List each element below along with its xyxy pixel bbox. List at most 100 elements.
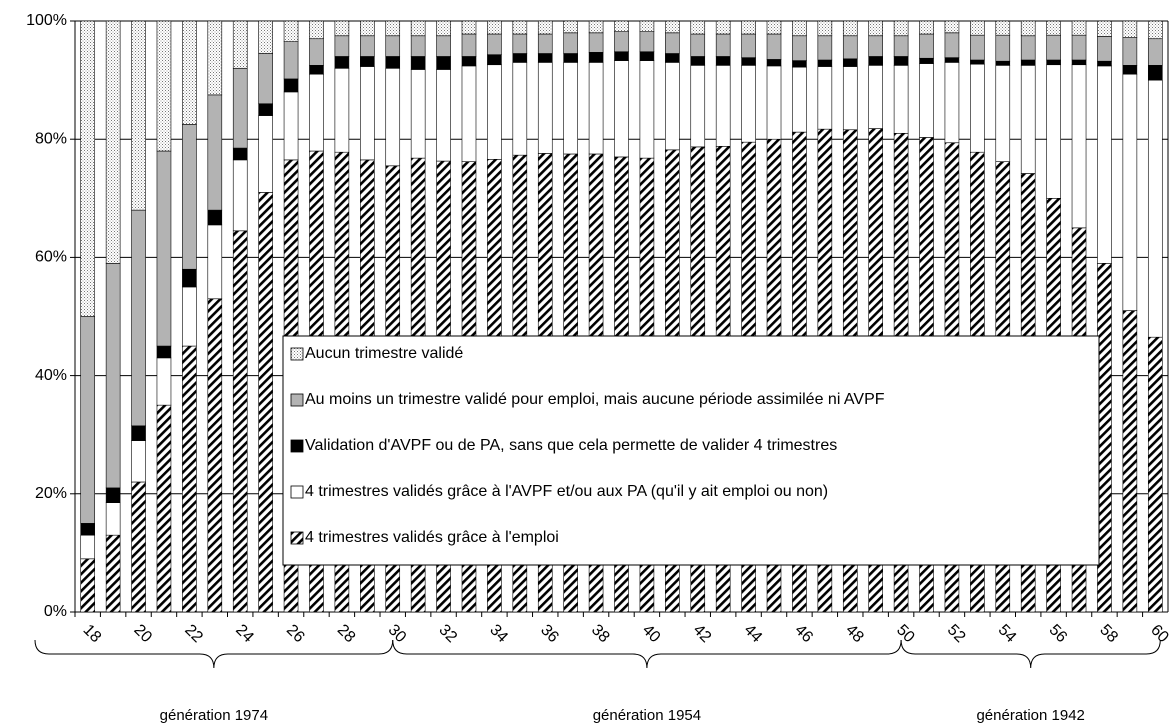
bar-segment [131,481,146,613]
bar-segment [258,192,273,613]
bar-segment [817,35,833,61]
bar-segment [563,20,578,34]
bar-segment [715,56,731,66]
bar-segment [893,20,909,37]
y-tick-label: 60% [35,249,67,266]
bar-segment [665,32,680,54]
bar-segment [970,59,985,65]
bar-segment [639,31,655,53]
bar-segment [1122,65,1138,75]
bar-segment [105,487,121,503]
bar-segment [563,62,578,155]
bar-segment [944,32,960,58]
bar-segment [207,298,223,613]
x-tick-label: 28 [334,621,359,646]
bar-segment [563,32,578,54]
x-tick-label: 36 [537,621,562,646]
bar-segment [232,230,248,613]
bar-segment [131,440,146,483]
bar-segment [334,67,350,153]
group-bracket [34,639,394,669]
bar-segment [537,33,553,54]
bar-segment [182,345,197,613]
x-tick-label: 34 [486,621,511,646]
x-tick-label: 52 [944,621,969,646]
bar-segment [588,32,604,53]
bar-segment [893,56,909,66]
bar-segment [1020,59,1036,66]
bar-segment [741,65,756,143]
bar-segment [741,33,756,58]
bar-segment [182,124,197,270]
bar-segment [614,51,629,61]
bar-segment [1071,20,1087,36]
bar-segment [232,20,248,69]
bar-segment [1020,35,1036,61]
bar-segment [1020,20,1036,37]
bar-segment [309,38,324,66]
bar-segment [334,56,350,69]
bar-segment [512,62,528,156]
bar-segment [1097,20,1112,37]
bar-segment [537,62,553,154]
bar-segment [461,33,477,57]
bar-segment [156,20,172,152]
x-tick-label: 46 [791,621,816,646]
bar-segment [410,20,426,37]
bar-segment [588,20,604,34]
bar-segment [207,224,223,300]
bar-segment [1122,73,1138,311]
x-tick-label: 40 [639,621,664,646]
bar-segment [1147,65,1163,81]
bar-segment [80,20,96,317]
legend-swatch [290,439,304,453]
bar-segment [487,33,502,55]
y-tick-label: 100% [26,12,67,29]
bar-segment [919,63,934,138]
bar-segment [715,65,731,147]
legend-swatch [290,485,304,499]
bar-segment [766,65,782,140]
bar-segment [436,35,451,57]
bar-segment [283,20,299,42]
bar-segment [156,150,172,347]
legend-label: Au moins un trimestre validé pour emploi… [305,391,885,408]
bar-segment [461,56,477,67]
bar-segment [614,60,629,158]
bar-segment [614,20,629,32]
bar-segment [919,33,934,59]
bar-segment [741,57,756,66]
x-tick-label: 44 [740,621,765,646]
bar-segment [385,20,401,37]
bar-segment [1097,36,1112,62]
bar-segment [1147,20,1163,40]
bar-segment [1046,64,1061,199]
x-tick-label: 42 [690,621,715,646]
bar-segment [665,53,680,63]
bar-segment [436,20,451,37]
x-tick-label: 56 [1046,621,1071,646]
bar-segment [182,286,197,347]
bar-segment [817,59,833,67]
bar-segment [131,20,146,211]
bar-segment [563,53,578,63]
x-tick-label: 18 [80,621,105,646]
bar-segment [156,404,172,613]
legend-label: Validation d'AVPF ou de PA, sans que cel… [305,437,837,454]
legend-label: Aucun trimestre validé [305,345,463,362]
bar-segment [385,67,401,167]
bar-segment [1122,37,1138,66]
bar-segment [1071,64,1087,229]
bar-segment [80,534,96,560]
legend-label: 4 trimestres validés grâce à l'AVPF et/o… [305,483,828,500]
bar-segment [1147,38,1163,66]
bar-segment [410,69,426,159]
bar-segment [258,20,273,54]
bar-segment [537,20,553,35]
bar-segment [156,357,172,406]
bar-segment [334,35,350,57]
bar-segment [232,147,248,161]
bar-segment [639,20,655,32]
bar-segment [842,20,858,37]
